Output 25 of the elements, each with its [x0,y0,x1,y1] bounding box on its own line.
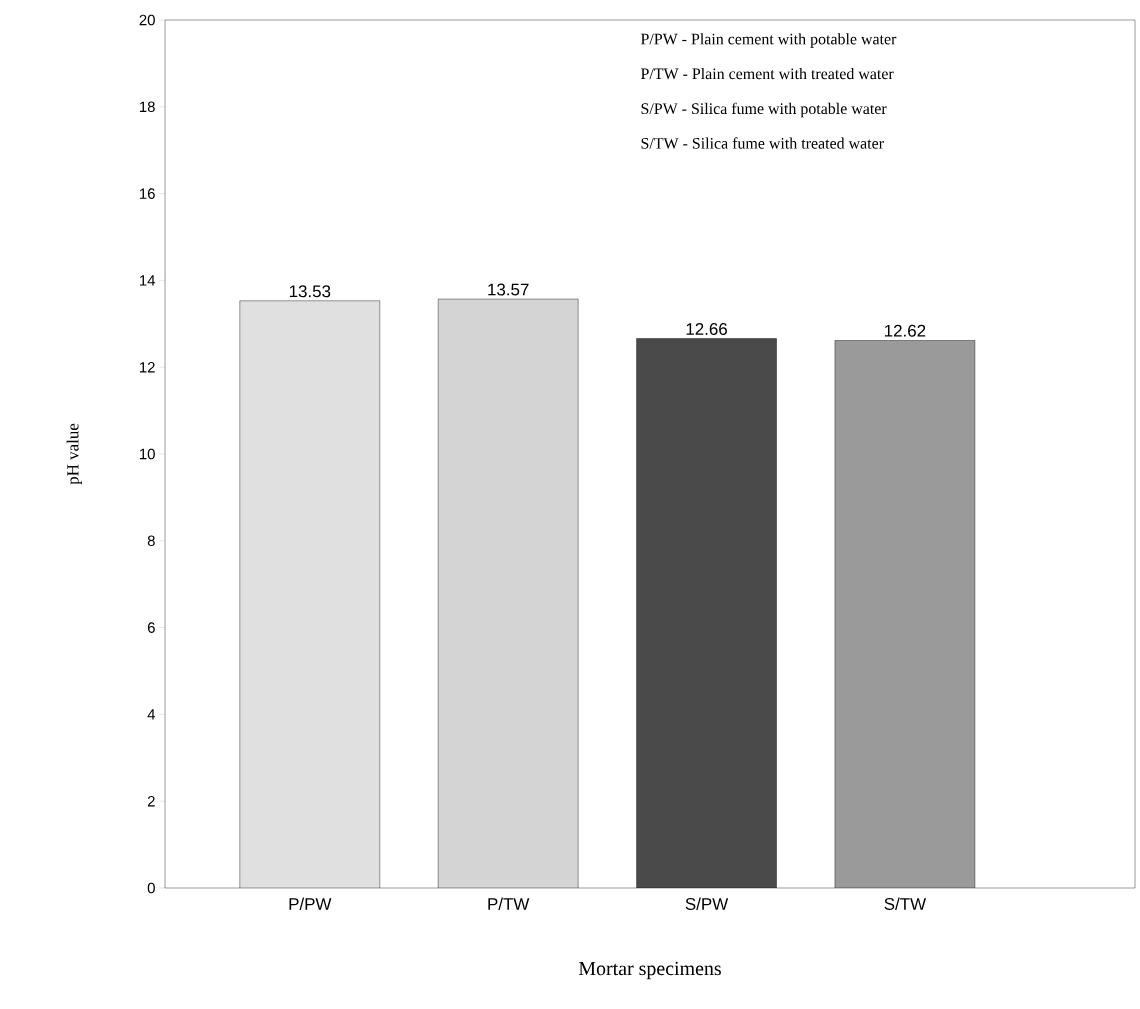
x-tick-label: P/PW [289,897,332,910]
annotation: P/TW - Plain cement with treated water [640,67,894,80]
x-tick-label: P/TW [488,897,530,910]
y-tick-label: 10 [140,448,155,460]
y-axis-title: pH value [66,423,83,485]
annotation: S/PW - Silica fume with potable water [641,102,887,118]
data-label: 13.57 [488,283,529,296]
x-axis-title: Mortar specimens [578,961,721,980]
y-tick-label: 8 [147,535,155,547]
annotation: S/TW - Silica fume with treated water [641,137,884,149]
y-tick-label: 16 [140,188,155,199]
x-tick-label: S/PW [685,897,729,910]
data-label: 12.66 [686,323,727,336]
y-tick-label: 4 [147,709,156,720]
y-tick-label: 2 [147,795,155,807]
y-tick-label: 18 [140,101,155,113]
data-label: 13.53 [289,285,331,298]
y-tick-label: 0 [147,882,155,894]
y-tick-label: 6 [147,622,155,633]
y-tick-label: 14 [140,275,156,286]
data-label: 12.62 [885,324,926,337]
annotation: P/PW - Plain cement with potable water [640,33,897,48]
y-tick-label: 20 [139,14,155,26]
x-tick-label: S/TW [884,897,927,910]
y-tick-label: 12 [140,361,155,373]
